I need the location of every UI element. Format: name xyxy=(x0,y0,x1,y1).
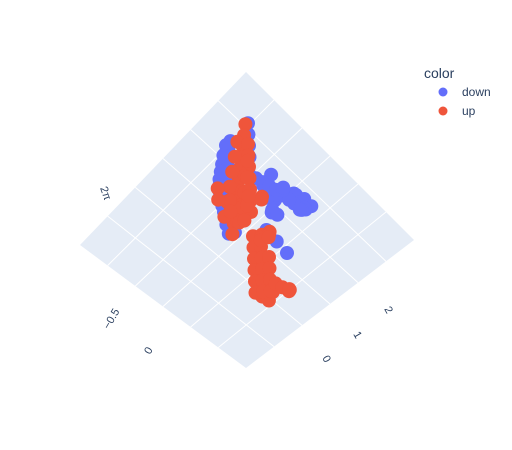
data-point-down[interactable] xyxy=(280,246,294,260)
data-point-up[interactable] xyxy=(261,230,276,245)
data-point-down[interactable] xyxy=(292,202,307,217)
x-tick-label: 0 xyxy=(319,354,332,365)
legend-label-down: down xyxy=(462,85,491,99)
data-point-up[interactable] xyxy=(254,192,269,207)
data-point-up[interactable] xyxy=(211,192,226,207)
points-layer xyxy=(210,116,319,308)
y-tick-label: 0 xyxy=(142,345,155,356)
x-tick-label: 1 xyxy=(350,330,363,341)
data-point-up[interactable] xyxy=(227,149,242,164)
legend-label-up: up xyxy=(462,104,476,118)
data-point-up[interactable] xyxy=(210,181,225,196)
data-point-up[interactable] xyxy=(262,261,277,276)
data-point-up[interactable] xyxy=(223,204,238,219)
data-point-up[interactable] xyxy=(282,282,297,297)
legend-marker-up xyxy=(438,106,448,116)
data-point-up[interactable] xyxy=(225,164,240,179)
data-point-up[interactable] xyxy=(241,137,255,152)
data-point-up[interactable] xyxy=(237,213,252,228)
data-point-up[interactable] xyxy=(222,179,237,194)
z-tick-label: 2π xyxy=(97,185,113,202)
data-point-up[interactable] xyxy=(222,193,237,208)
x-tick-label: 2 xyxy=(381,305,394,316)
legend-title: color xyxy=(424,65,455,81)
data-point-up[interactable] xyxy=(241,189,256,203)
data-point-up[interactable] xyxy=(225,227,240,242)
data-point-up[interactable] xyxy=(240,153,255,168)
data-point-up[interactable] xyxy=(240,170,254,185)
data-point-up[interactable] xyxy=(262,250,276,264)
legend-marker-down xyxy=(438,87,448,97)
tick-labels: 0 1 2 −0.5 0 2π xyxy=(97,185,395,365)
legend-item-down[interactable]: down xyxy=(438,85,491,99)
legend-item-up[interactable]: up xyxy=(438,104,476,118)
data-point-up[interactable] xyxy=(238,117,253,132)
data-point-up[interactable] xyxy=(230,134,245,149)
legend: color down up xyxy=(424,65,491,118)
y-tick-label: −0.5 xyxy=(101,307,122,332)
scene-3d xyxy=(80,72,414,368)
data-point-down[interactable] xyxy=(276,180,291,195)
data-point-down[interactable] xyxy=(270,207,285,222)
